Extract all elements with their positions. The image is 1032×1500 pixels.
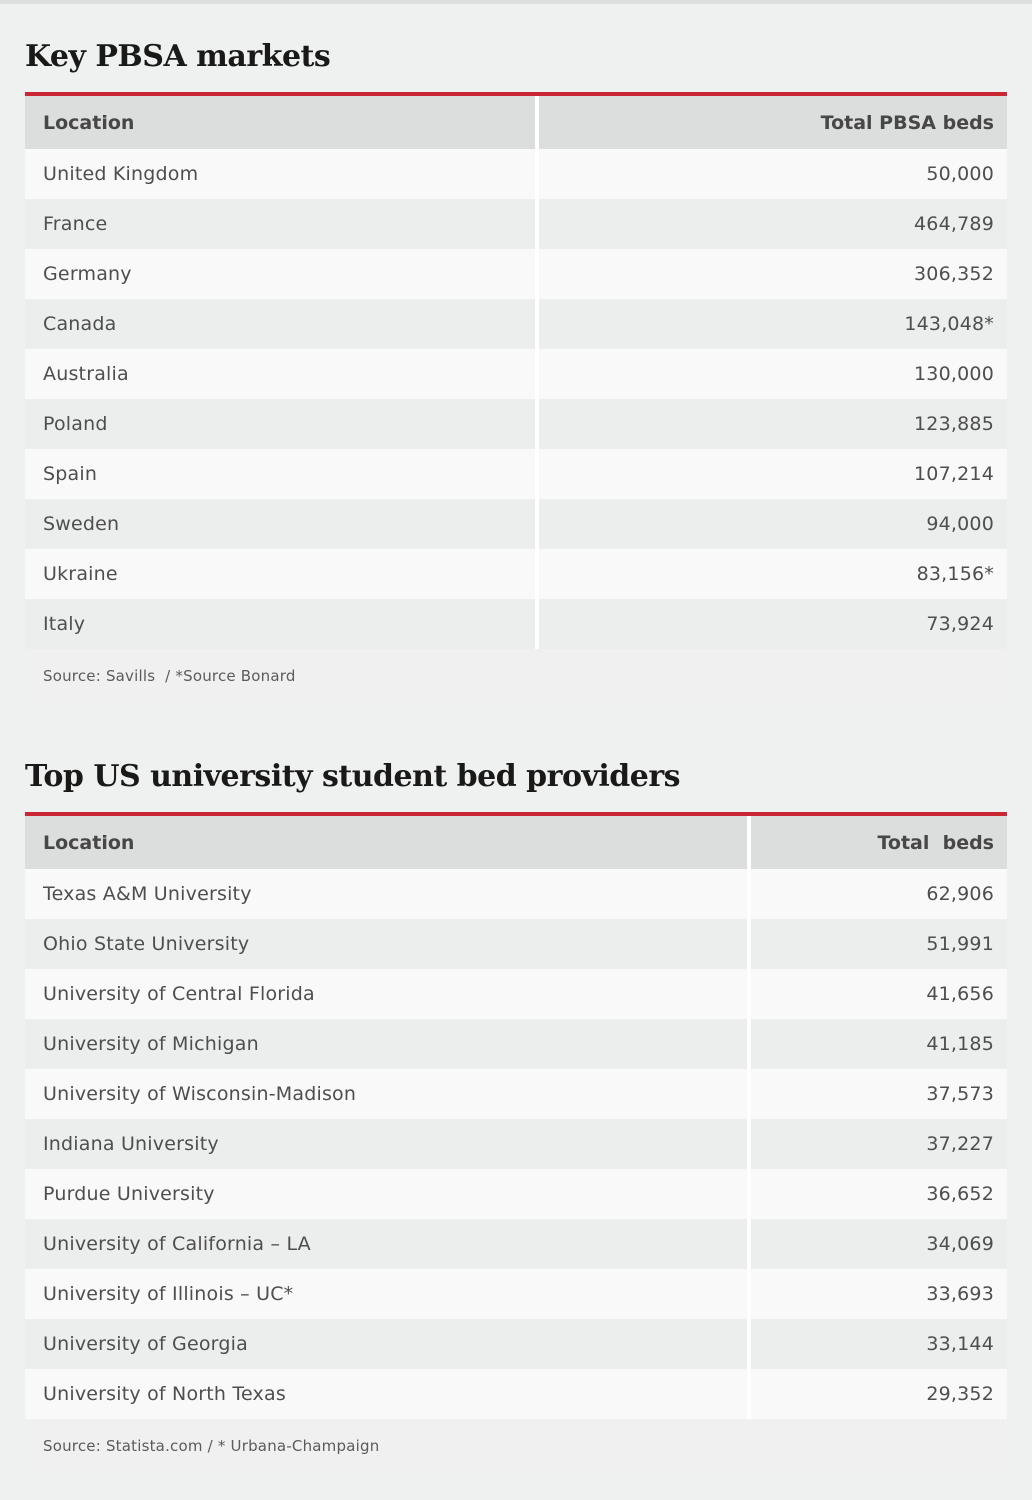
location-cell: Australia [25,349,535,399]
table-footer: Source: Statista.com / * Urbana-Champaig… [25,1419,1007,1473]
table-header: Location Total PBSA beds [25,96,1007,149]
table-row: Purdue University 36,652 [25,1169,1007,1219]
location-cell: Italy [25,599,535,649]
table-header: Location Total beds [25,816,1007,869]
value-cell: 33,144 [747,1319,1007,1369]
value-cell: 130,000 [535,349,1007,399]
table-footer: Source: Savills / *Source Bonard [25,649,1007,703]
location-cell: Sweden [25,499,535,549]
location-cell: Poland [25,399,535,449]
value-cell: 36,652 [747,1169,1007,1219]
source-row: Source: Savills / *Source Bonard [25,649,1007,703]
value-cell: 83,156* [535,549,1007,599]
column-header-total-beds: Total beds [747,816,1007,869]
red-accent-rule [25,92,1007,96]
section-top-us-university-bed-providers: Top US university student bed providers … [25,761,1007,1473]
header-row: Location Total PBSA beds [25,96,1007,149]
table-row: University of California – LA 34,069 [25,1219,1007,1269]
value-cell: 123,885 [535,399,1007,449]
value-cell: 464,789 [535,199,1007,249]
value-cell: 33,693 [747,1269,1007,1319]
location-cell: Germany [25,249,535,299]
location-cell: Ukraine [25,549,535,599]
header-row: Location Total beds [25,816,1007,869]
location-cell: France [25,199,535,249]
source-note: Source: Statista.com / * Urbana-Champaig… [25,1419,1007,1473]
value-cell: 51,991 [747,919,1007,969]
table-row: Ukraine 83,156* [25,549,1007,599]
location-cell: University of Wisconsin-Madison [25,1069,747,1119]
location-cell: University of Illinois – UC* [25,1269,747,1319]
table-row: Indiana University 37,227 [25,1119,1007,1169]
table-row: Germany 306,352 [25,249,1007,299]
table-row: Poland 123,885 [25,399,1007,449]
location-cell: United Kingdom [25,149,535,199]
location-cell: Ohio State University [25,919,747,969]
table-row: University of Georgia 33,144 [25,1319,1007,1369]
value-cell: 143,048* [535,299,1007,349]
value-cell: 29,352 [747,1369,1007,1419]
location-cell: Texas A&M University [25,869,747,919]
table-row: Texas A&M University 62,906 [25,869,1007,919]
value-cell: 41,185 [747,1019,1007,1069]
source-row: Source: Statista.com / * Urbana-Champaig… [25,1419,1007,1473]
us-university-beds-table: Location Total beds Texas A&M University… [25,816,1007,1473]
column-header-total-pbsa-beds: Total PBSA beds [535,96,1007,149]
table-row: University of North Texas 29,352 [25,1369,1007,1419]
value-cell: 306,352 [535,249,1007,299]
source-note: Source: Savills / *Source Bonard [25,649,1007,703]
value-cell: 94,000 [535,499,1007,549]
section-key-pbsa-markets: Key PBSA markets Location Total PBSA bed… [25,41,1007,703]
value-cell: 50,000 [535,149,1007,199]
table-row: Ohio State University 51,991 [25,919,1007,969]
table-row: Sweden 94,000 [25,499,1007,549]
location-cell: University of North Texas [25,1369,747,1419]
value-cell: 73,924 [535,599,1007,649]
table-row: Italy 73,924 [25,599,1007,649]
page-content: Key PBSA markets Location Total PBSA bed… [0,41,1032,1473]
value-cell: 107,214 [535,449,1007,499]
table-row: University of Wisconsin-Madison 37,573 [25,1069,1007,1119]
location-cell: Indiana University [25,1119,747,1169]
value-cell: 62,906 [747,869,1007,919]
table-row: Canada 143,048* [25,299,1007,349]
table-body: Texas A&M University 62,906 Ohio State Uni… [25,869,1007,1419]
value-cell: 41,656 [747,969,1007,1019]
location-cell: University of Central Florida [25,969,747,1019]
value-cell: 37,573 [747,1069,1007,1119]
location-cell: University of Michigan [25,1019,747,1069]
table-row: France 464,789 [25,199,1007,249]
table-row: United Kingdom 50,000 [25,149,1007,199]
column-header-location: Location [25,816,747,869]
value-cell: 37,227 [747,1119,1007,1169]
section-title-key-pbsa-markets: Key PBSA markets [25,39,331,74]
table-row: University of Michigan 41,185 [25,1019,1007,1069]
table-row: Spain 107,214 [25,449,1007,499]
table-row: Australia 130,000 [25,349,1007,399]
top-strip [0,0,1032,4]
pbsa-markets-table: Location Total PBSA beds United Kingdom 5… [25,96,1007,703]
red-accent-rule [25,812,1007,816]
table-row: University of Illinois – UC* 33,693 [25,1269,1007,1319]
location-cell: Canada [25,299,535,349]
location-cell: Purdue University [25,1169,747,1219]
location-cell: University of Georgia [25,1319,747,1369]
section-title-top-us-university-bed-providers: Top US university student bed providers [25,759,681,794]
table-body: United Kingdom 50,000 France 464,789 Germany… [25,149,1007,649]
table-row: University of Central Florida 41,656 [25,969,1007,1019]
location-cell: University of California – LA [25,1219,747,1269]
location-cell: Spain [25,449,535,499]
value-cell: 34,069 [747,1219,1007,1269]
column-header-location: Location [25,96,535,149]
